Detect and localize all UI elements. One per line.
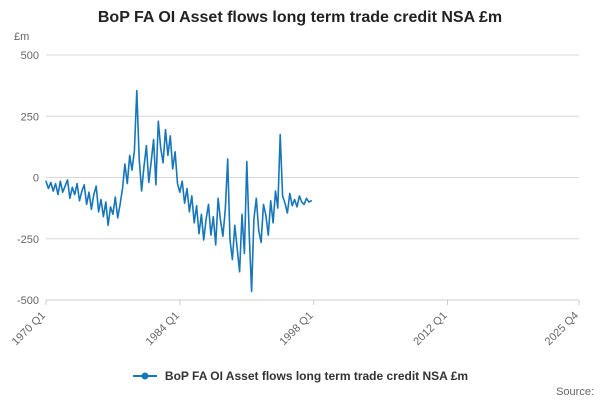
legend-line-icon [132,372,157,380]
x-tick-label: 1984 Q1 [144,310,182,348]
chart-title: BoP FA OI Asset flows long term trade cr… [97,9,503,26]
legend-label: BoP FA OI Asset flows long term trade cr… [164,369,469,383]
x-tick-label: 2012 Q1 [411,310,449,348]
y-tick-label: -500 [17,295,39,307]
x-tick-label: 2025 Q4 [543,310,581,348]
series-line[interactable] [45,89,313,293]
y-tick-label: 0 [33,173,39,185]
y-axis-unit-label: £m [14,31,30,43]
source-label: Source: [556,386,594,398]
y-tick-label: -250 [17,234,39,246]
legend-item[interactable]: BoP FA OI Asset flows long term trade cr… [0,369,600,383]
y-tick-label: 250 [21,111,39,123]
y-tick-label: 500 [21,50,39,62]
x-tick-label: 1998 Q1 [277,310,315,348]
x-tick-label: 1970 Q1 [10,310,48,348]
